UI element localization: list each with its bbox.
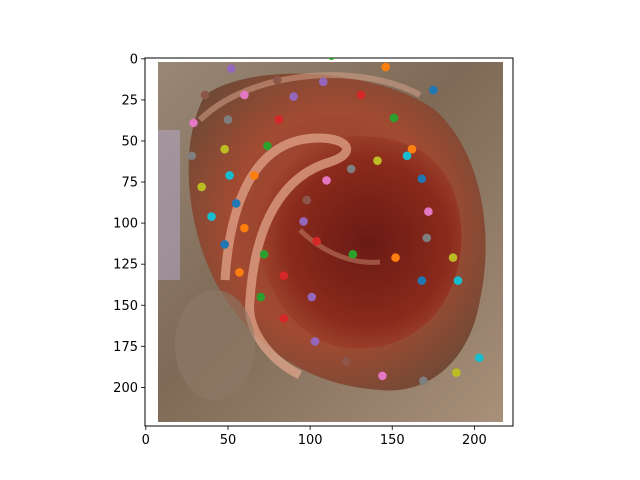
landmark-point-8-0	[220, 144, 229, 154]
landmark-point-3-3	[279, 271, 289, 280]
landmark-point-1-4	[391, 253, 400, 262]
y-tick-label: 50	[121, 134, 138, 149]
y-tick-label: 75	[121, 176, 138, 191]
y-tick-label: 200	[113, 381, 138, 396]
landmark-point-5-3	[341, 356, 351, 366]
landmark-point-7-2	[346, 164, 356, 174]
landmark-point-8-1	[197, 182, 206, 192]
landmark-point-6-3	[424, 207, 433, 216]
landmark-point-0-2	[220, 240, 229, 249]
landmark-point-8-3	[448, 253, 458, 262]
landmark-point-3-1	[274, 115, 284, 124]
landmark-point-4-3	[299, 217, 308, 226]
x-tick-label: 0	[142, 433, 150, 448]
x-tick-label: 100	[298, 433, 323, 448]
ear-photo	[158, 62, 503, 422]
y-tick-label: 25	[121, 93, 138, 108]
x-tick-label: 50	[220, 433, 237, 448]
landmark-point-7-3	[422, 233, 432, 243]
landmark-point-5-0	[272, 75, 282, 85]
landmark-point-4-1	[289, 92, 298, 101]
landmark-point-9-0	[225, 171, 234, 180]
landmark-point-4-5	[310, 337, 320, 346]
landmark-point-3-4	[279, 314, 289, 323]
landmark-point-3-0	[356, 90, 366, 100]
landmark-point-7-4	[419, 376, 428, 386]
landmark-point-0-0	[429, 85, 438, 95]
landmark-point-2-3	[259, 250, 269, 259]
landmark-point-2-1	[263, 141, 272, 151]
y-axis-ticks: 0 25 50 75 100 125 150 175 200	[113, 52, 145, 396]
y-tick-label: 0	[130, 52, 138, 67]
landmark-point-7-0	[223, 115, 233, 124]
landmark-point-5-1	[200, 90, 210, 100]
landmark-point-6-4	[378, 371, 387, 381]
landmark-point-2-2	[389, 113, 399, 123]
landmark-point-4-0	[226, 64, 236, 73]
y-tick-label: 175	[113, 340, 138, 355]
landmark-point-1-5	[235, 268, 244, 277]
landmark-point-4-2	[318, 77, 328, 87]
landmark-point-1-1	[249, 171, 259, 180]
landmark-point-0-3	[417, 174, 427, 184]
landmark-point-0-4	[417, 276, 427, 285]
landmark-point-1-3	[407, 144, 417, 154]
landmark-point-8-4	[452, 368, 461, 377]
landmark-point-1-0	[381, 62, 390, 72]
y-tick-label: 150	[113, 299, 138, 314]
landmark-point-9-4	[475, 353, 484, 363]
landmark-point-6-0	[240, 90, 249, 100]
landmark-point-0-1	[231, 199, 241, 208]
landmark-point-6-1	[189, 118, 198, 128]
landmark-point-9-3	[453, 276, 463, 285]
landmark-point-7-1	[187, 151, 197, 161]
landmark-point-3-2	[312, 236, 321, 246]
y-tick-label: 100	[113, 217, 138, 232]
landmark-point-9-1	[207, 212, 216, 221]
landmark-point-2-4	[348, 250, 358, 259]
scatter-points	[187, 58, 484, 386]
landmark-point-1-2	[240, 223, 249, 233]
landmark-point-6-2	[322, 176, 331, 185]
y-tick-label: 125	[113, 258, 138, 273]
landmark-point-8-2	[373, 156, 382, 165]
landmark-point-9-2	[402, 151, 412, 161]
x-tick-label: 200	[462, 433, 487, 448]
landmark-point-4-4	[307, 292, 317, 302]
x-axis-ticks: 0 50 100 150 200	[142, 426, 487, 448]
landmark-point-5-2	[302, 195, 312, 205]
landmark-point-2-5	[256, 292, 266, 302]
x-tick-label: 150	[380, 433, 405, 448]
landmark-point-2-0	[327, 58, 335, 60]
